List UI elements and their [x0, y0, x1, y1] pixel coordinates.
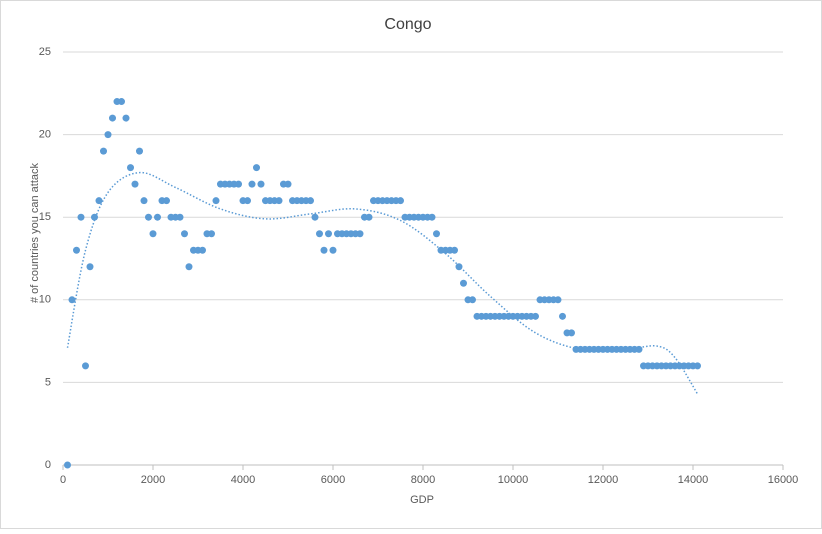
x-tick-label: 2000 [141, 474, 165, 486]
data-point [91, 213, 98, 221]
data-point [64, 461, 71, 469]
data-point [176, 213, 184, 221]
data-point [253, 164, 260, 172]
y-tick-label: 25 [39, 46, 51, 58]
data-point [100, 147, 107, 155]
x-axis-label: GDP [410, 494, 434, 506]
data-point [320, 246, 328, 254]
x-tick-label: 12000 [588, 474, 619, 486]
data-point [235, 180, 242, 188]
data-point [284, 180, 292, 188]
data-point [185, 263, 193, 271]
data-point [451, 246, 458, 254]
data-point [149, 230, 157, 238]
data-point [275, 197, 283, 205]
y-axis-label: # of countries you can attack [29, 162, 41, 303]
y-tick-label: 15 [39, 211, 51, 223]
data-point [154, 213, 161, 221]
data-point [68, 296, 76, 304]
x-tick-label: 8000 [411, 474, 435, 486]
chart-title: Congo [384, 16, 431, 33]
data-point [568, 329, 575, 337]
data-point [554, 296, 562, 304]
data-point [104, 131, 112, 139]
data-point [356, 230, 364, 238]
data-point [163, 197, 170, 205]
data-point [145, 213, 152, 221]
data-point [77, 213, 85, 221]
data-point [131, 180, 139, 188]
data-point [325, 230, 332, 238]
trendline [66, 171, 699, 395]
x-tick-label: 16000 [768, 474, 799, 486]
x-tick-label: 6000 [321, 474, 345, 486]
data-point [208, 230, 215, 238]
data-point [122, 114, 130, 122]
data-point [181, 230, 188, 238]
data-point [95, 197, 103, 205]
y-tick-label: 0 [45, 459, 51, 471]
data-point [118, 98, 125, 106]
y-tick-label: 20 [39, 129, 51, 141]
data-point [311, 213, 319, 221]
data-point [248, 180, 256, 188]
data-point [532, 312, 539, 320]
data-point [244, 197, 251, 205]
data-point [140, 197, 148, 205]
data-point [127, 164, 134, 172]
data-point [73, 246, 80, 254]
data-point [365, 213, 373, 221]
data-point [329, 246, 337, 254]
data-point [635, 345, 643, 353]
data-point [455, 263, 463, 271]
data-point [86, 263, 94, 271]
data-point [82, 362, 89, 370]
data-point [316, 230, 323, 238]
data-point [212, 197, 220, 205]
data-point [469, 296, 476, 304]
x-tick-label: 14000 [678, 474, 709, 486]
data-point [109, 114, 116, 122]
data-point [694, 362, 701, 370]
data-point [559, 312, 566, 320]
x-tick-label: 10000 [498, 474, 529, 486]
data-point [397, 197, 404, 205]
data-point [307, 197, 314, 205]
data-point [136, 147, 143, 155]
data-point [433, 230, 440, 238]
y-tick-label: 10 [39, 294, 51, 306]
data-point [460, 279, 467, 287]
data-point [257, 180, 265, 188]
data-point [199, 246, 206, 254]
x-tick-label: 0 [60, 474, 66, 486]
y-tick-label: 5 [45, 376, 51, 388]
x-tick-label: 4000 [231, 474, 255, 486]
data-point [428, 213, 436, 221]
